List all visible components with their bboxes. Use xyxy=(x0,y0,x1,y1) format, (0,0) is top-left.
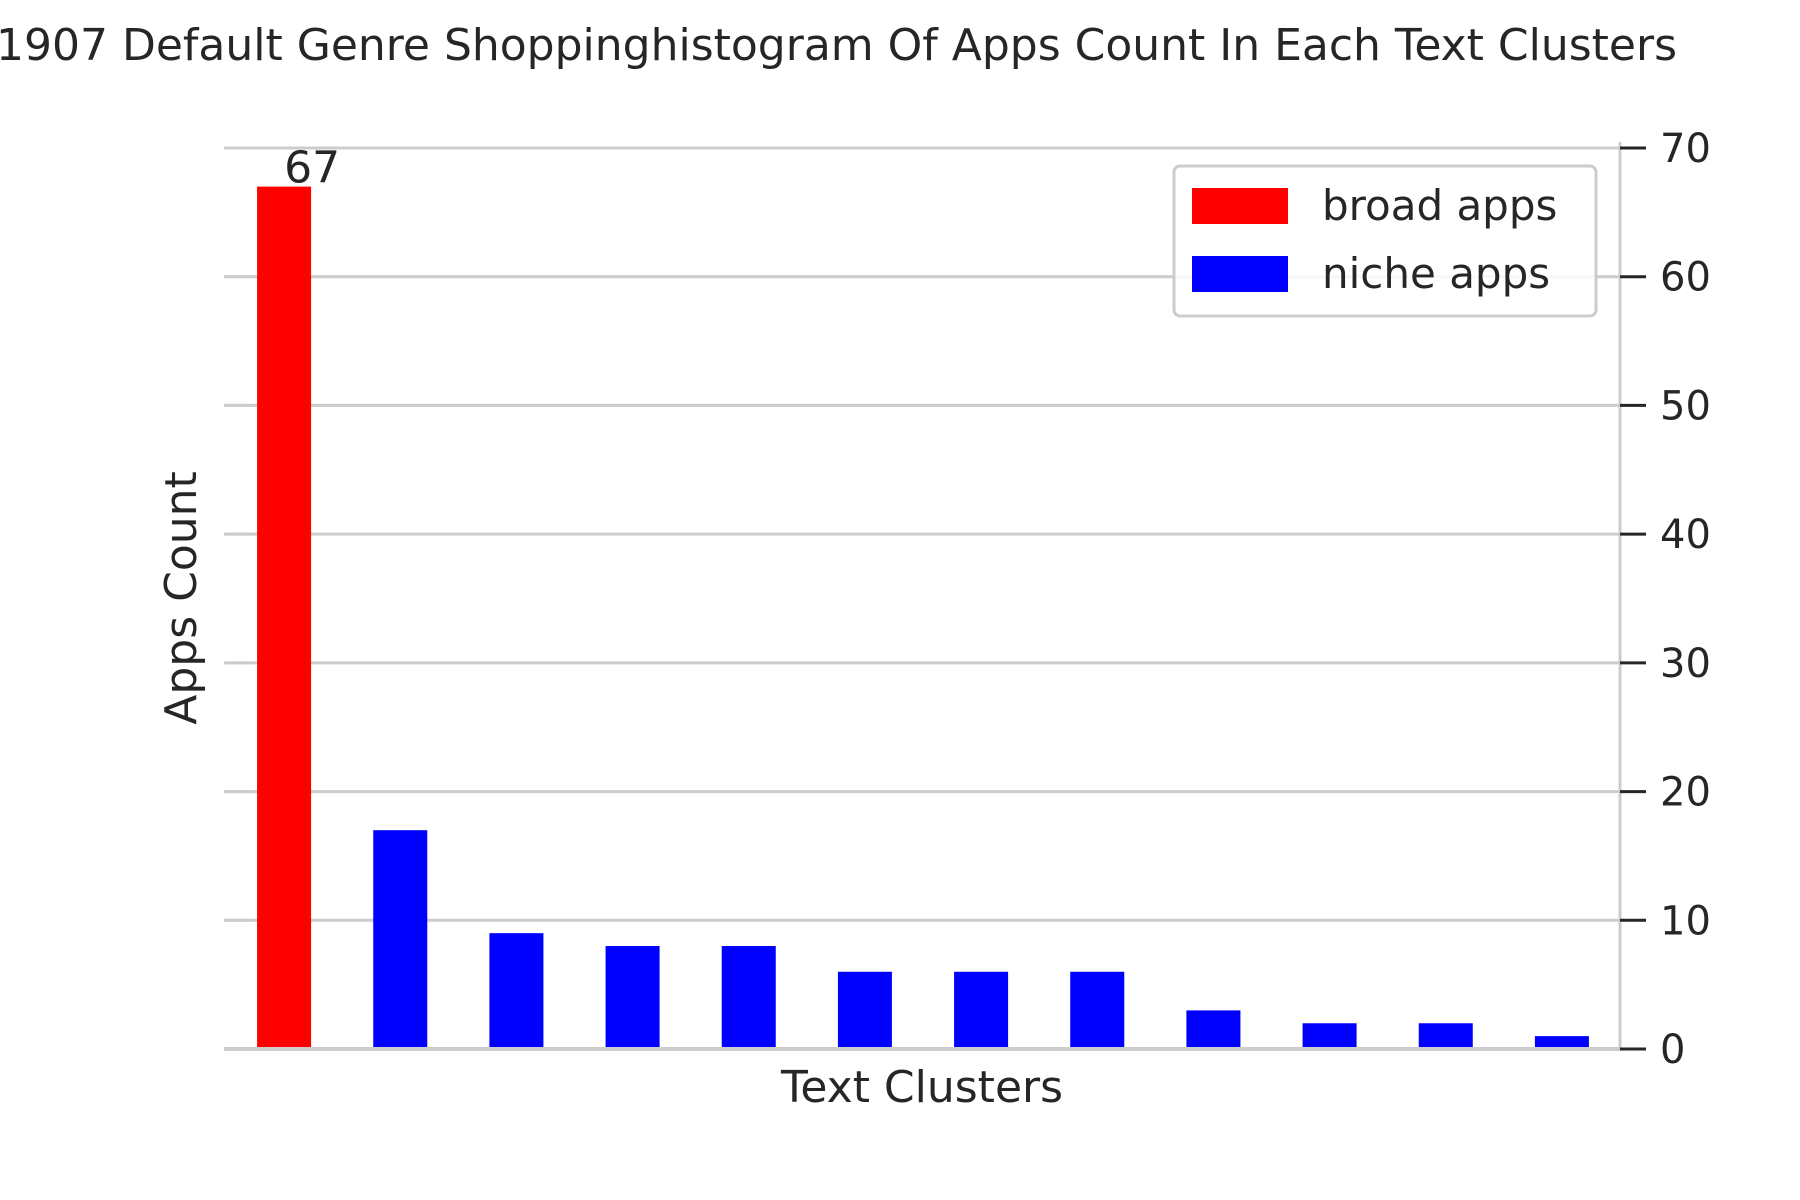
bar-11 xyxy=(1418,1023,1473,1049)
right-y-axis: 0 10 20 30 40 50 60 70 xyxy=(1618,126,1711,1073)
legend: broad apps niche apps xyxy=(1172,164,1598,318)
y-tick-label: 10 xyxy=(1660,898,1711,944)
y-tick-label: 60 xyxy=(1660,255,1711,301)
bar-9 xyxy=(1186,1010,1241,1049)
grid-lines xyxy=(226,146,1620,1051)
left-tick-marks xyxy=(224,146,252,1051)
bar-5 xyxy=(721,946,776,1049)
legend-label-broad: broad apps xyxy=(1322,181,1557,230)
data-labels: 67 xyxy=(284,143,340,194)
bar-8 xyxy=(1070,971,1125,1049)
legend-label-niche: niche apps xyxy=(1322,249,1550,298)
y-axis-label: Apps Count xyxy=(156,471,207,725)
bar-12 xyxy=(1534,1036,1589,1049)
bar-1 xyxy=(257,186,312,1050)
y-tick-label: 20 xyxy=(1660,770,1711,816)
bar-10 xyxy=(1302,1023,1357,1049)
y-tick-label: 0 xyxy=(1660,1027,1685,1073)
bar-3 xyxy=(489,933,544,1049)
data-label: 67 xyxy=(284,143,340,194)
bars xyxy=(224,186,1620,1051)
y-tick-label: 30 xyxy=(1660,641,1711,687)
x-axis-label: Text Clusters xyxy=(780,1062,1063,1113)
y-tick-label: 50 xyxy=(1660,383,1711,429)
legend-swatch-broad xyxy=(1192,188,1288,224)
chart-title: 1907 Default Genre Shoppinghistogram Of … xyxy=(0,20,1677,71)
y-tick-label: 40 xyxy=(1660,512,1711,558)
y-tick-label: 70 xyxy=(1660,126,1711,172)
bar-4 xyxy=(605,946,660,1049)
bar-2 xyxy=(373,830,428,1049)
legend-swatch-niche xyxy=(1192,256,1288,292)
bar-7 xyxy=(954,971,1009,1049)
bar-6 xyxy=(837,971,892,1049)
